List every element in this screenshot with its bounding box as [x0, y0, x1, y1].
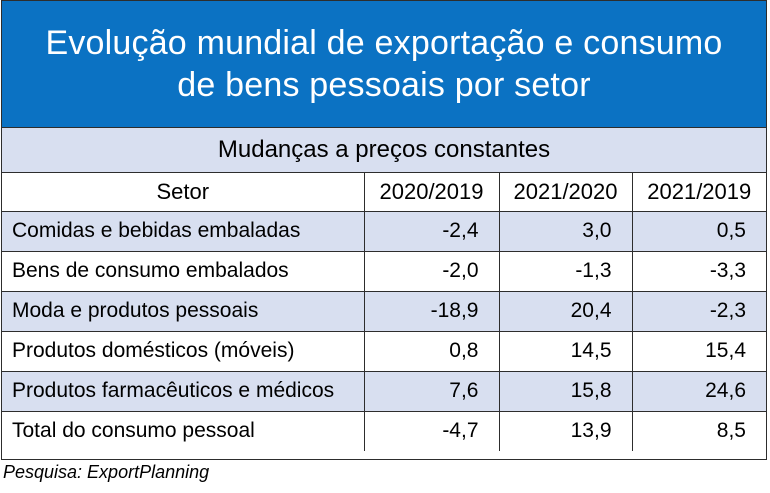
title-line-1: Evolução mundial de exportação e consumo: [45, 24, 723, 62]
table-row: Moda e produtos pessoais -18,9 20,4 -2,3: [2, 290, 766, 332]
table-row: Comidas e bebidas embaladas -2,4 3,0 0,5: [2, 210, 766, 252]
table-cell-value: 0,8: [363, 330, 500, 372]
table-cell-value: -4,7: [363, 410, 500, 451]
table-cell-value: 13,9: [498, 410, 633, 451]
row-label: Total do consumo pessoal: [2, 410, 365, 451]
table-cell-value: -1,3: [498, 250, 633, 292]
table-cell-value: -2,0: [363, 250, 500, 292]
source-note: Pesquisa: ExportPlanning: [3, 462, 210, 482]
header-2020-2019: 2020/2019: [363, 173, 500, 212]
header-setor: Setor: [2, 173, 365, 212]
table-cell-value: 15,4: [631, 330, 766, 372]
table-frame: Evolução mundial de exportação e consumo…: [1, 0, 767, 460]
table-cell-value: 8,5: [631, 410, 766, 451]
table-cell-value: -18,9: [363, 290, 500, 332]
table-cell-value: 7,6: [363, 370, 500, 412]
header-2021-2019: 2021/2019: [631, 173, 766, 212]
table-row: Bens de consumo embalados -2,0 -1,3 -3,3: [2, 250, 766, 292]
row-label: Comidas e bebidas embaladas: [2, 210, 365, 252]
table-cell-value: 0,5: [631, 210, 766, 252]
row-label: Produtos domésticos (móveis): [2, 330, 365, 372]
table-cell-value: -2,4: [363, 210, 500, 252]
title-banner: Evolução mundial de exportação e consumo…: [2, 1, 766, 128]
table-cell-value: 24,6: [631, 370, 766, 412]
row-label: Produtos farmacêuticos e médicos: [2, 370, 365, 412]
table-cell-value: -2,3: [631, 290, 766, 332]
table-cell-value: 20,4: [498, 290, 633, 332]
subtitle: Mudanças a preços constantes: [2, 128, 766, 173]
table-row: Produtos domésticos (móveis) 0,8 14,5 15,4: [2, 330, 766, 372]
data-table: Setor 2020/2019 2021/2020 2021/2019 Comi…: [2, 173, 766, 451]
title-line-2: de bens pessoais por setor: [177, 66, 591, 104]
table-cell-value: -3,3: [631, 250, 766, 292]
row-label: Bens de consumo embalados: [2, 250, 365, 292]
header-row: Setor 2020/2019 2021/2020 2021/2019: [2, 173, 766, 212]
table-cell-value: 14,5: [498, 330, 633, 372]
table-row: Produtos farmacêuticos e médicos 7,6 15,8 2…: [2, 370, 766, 412]
header-2021-2020: 2021/2020: [498, 173, 633, 212]
row-label: Moda e produtos pessoais: [2, 290, 365, 332]
table-cell-value: 15,8: [498, 370, 633, 412]
table-cell-value: 3,0: [498, 210, 633, 252]
table-row: Total do consumo pessoal -4,7 13,9 8,5: [2, 410, 766, 451]
